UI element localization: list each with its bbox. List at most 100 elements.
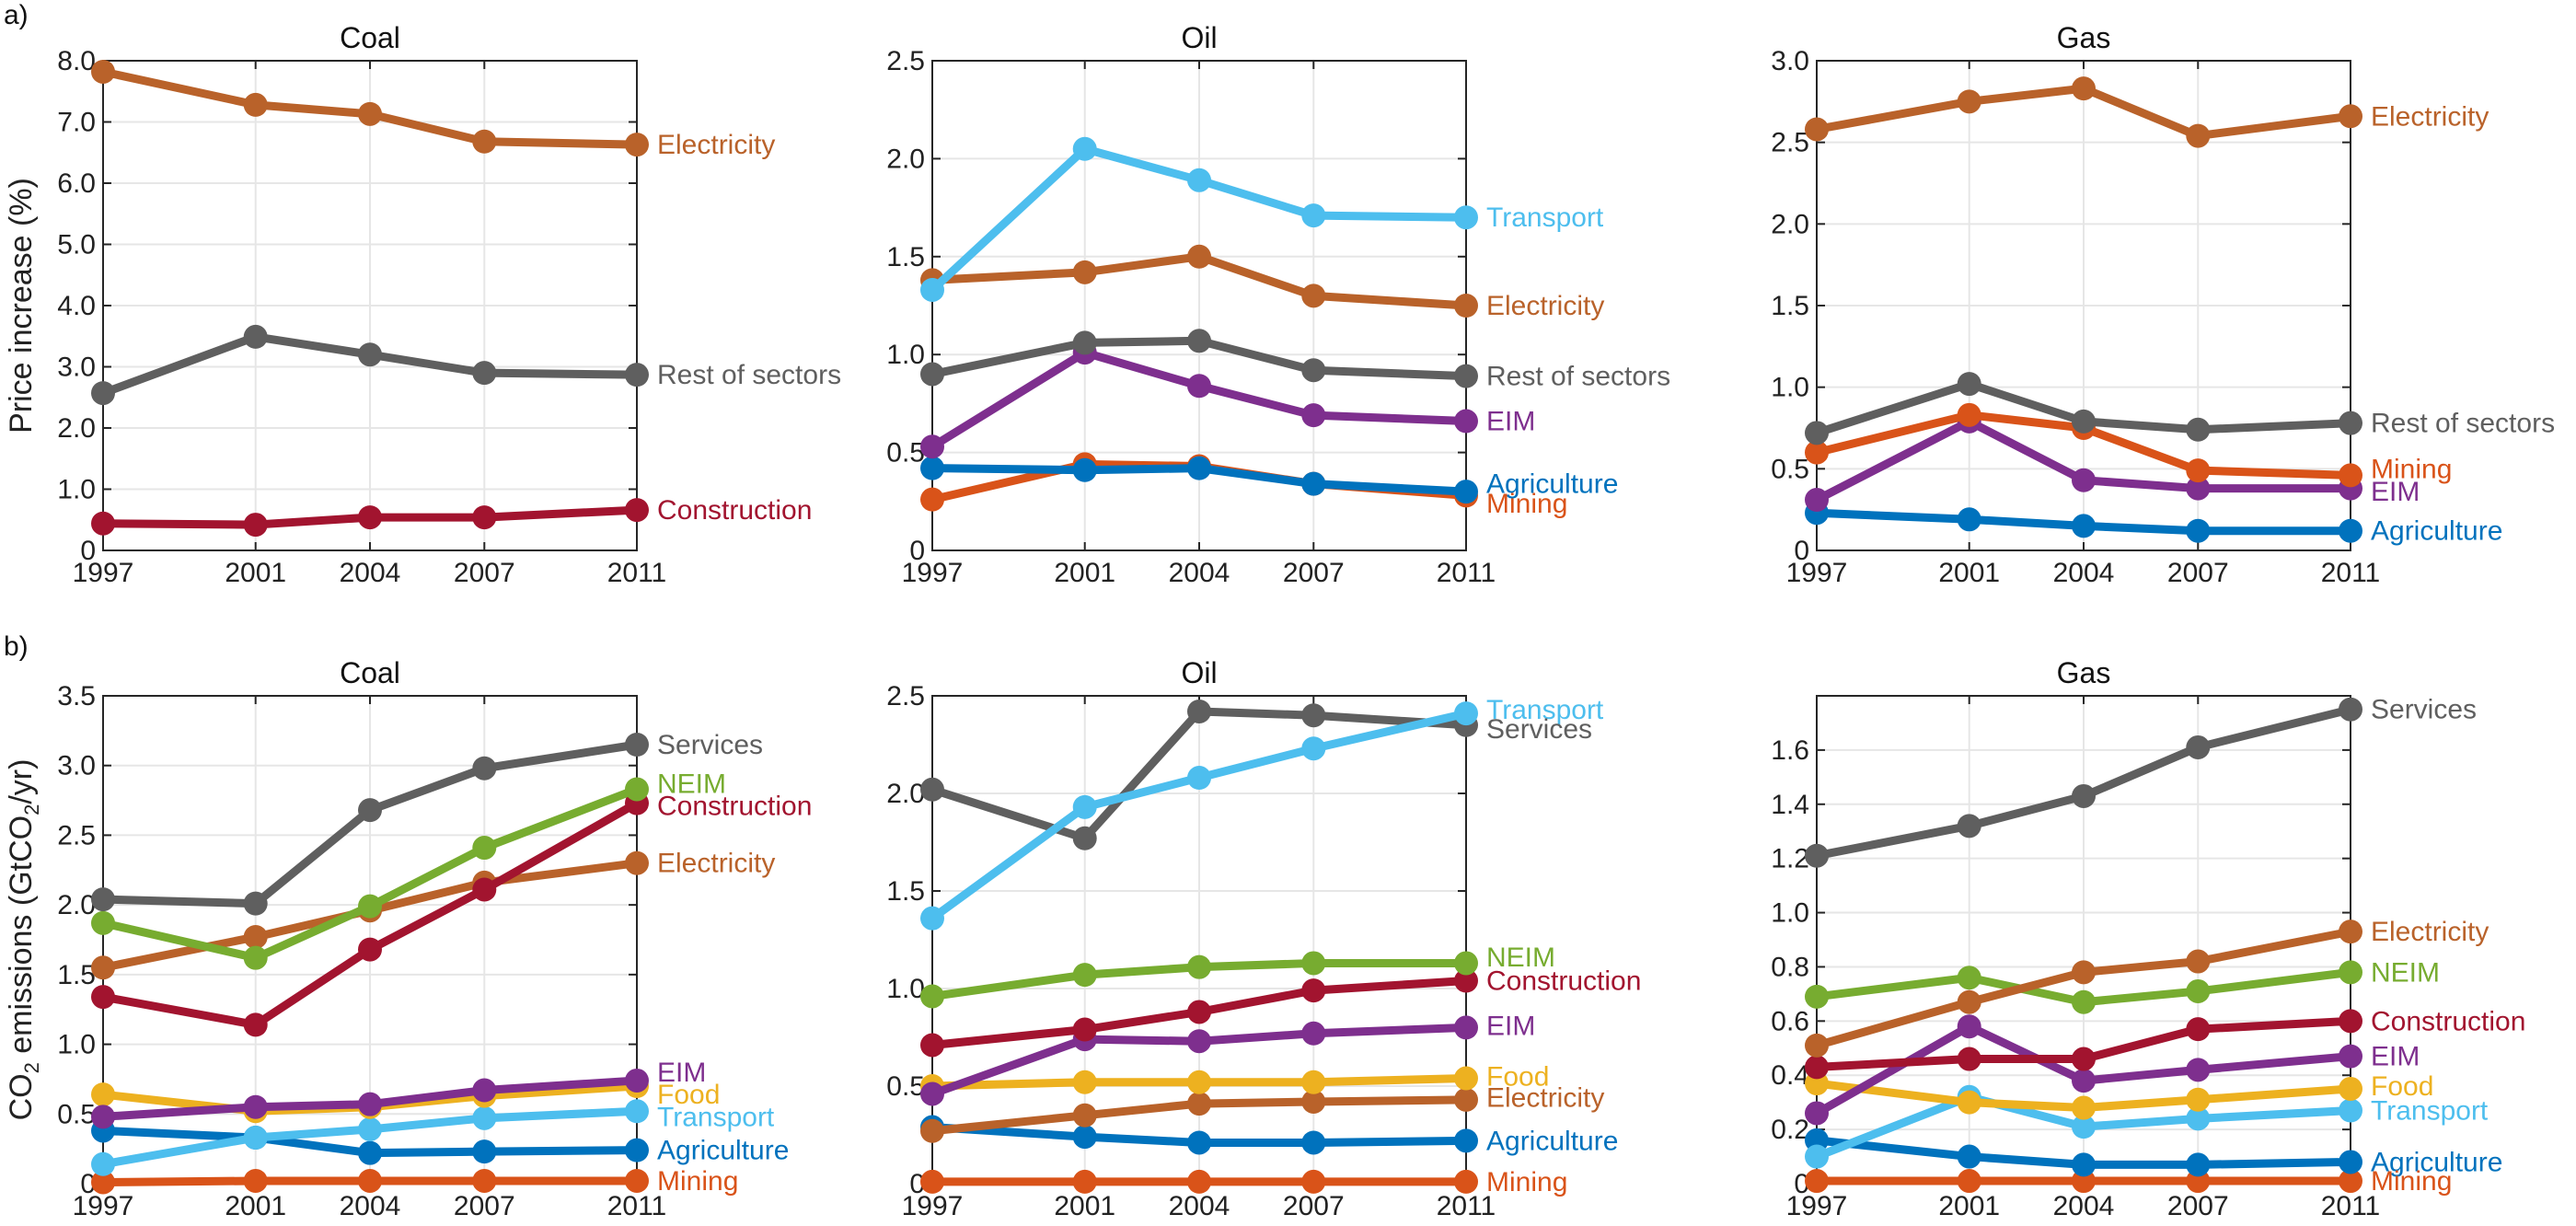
data-point-eim [2072, 1069, 2096, 1093]
data-point-agriculture [1957, 507, 1981, 532]
data-point-eim [920, 1081, 944, 1106]
data-point-eim [1187, 374, 1211, 399]
data-point-mining [472, 1168, 497, 1193]
data-point-electricity [1301, 283, 1326, 308]
chart-title: Gas [2057, 656, 2111, 689]
y-tick-label: 1.5 [886, 876, 925, 907]
panel-b-coal: 1997 2001 2004 2007 2011 0 0.5 1.0 1.5 2.0 2.5 3.0 3… [4, 656, 812, 1221]
data-point-electricity [358, 101, 382, 126]
data-point-services [1301, 703, 1326, 728]
data-point-eim [1301, 403, 1326, 428]
y-tick-label: 1.0 [1771, 898, 1809, 929]
data-point-mining [2339, 463, 2362, 488]
data-point-eim [358, 1092, 382, 1116]
data-point-mining [920, 1169, 944, 1194]
x-tick-label: 2001 [1054, 1191, 1115, 1221]
data-point-construction [2072, 1047, 2096, 1071]
data-point-eim [2072, 468, 2096, 492]
data-point-construction [243, 513, 268, 538]
data-point-transport [2339, 1098, 2362, 1123]
y-tick-label: 1.0 [886, 340, 925, 370]
data-point-neim [91, 910, 115, 935]
y-tick-label: 1.6 [1771, 735, 1809, 766]
data-point-construction [358, 937, 382, 962]
series-label-rest-of-sectors: Rest of sectors [2371, 409, 2555, 439]
x-tick-label: 2011 [607, 1191, 667, 1221]
data-point-neim [1301, 951, 1326, 976]
data-point-transport [920, 277, 944, 302]
data-point-construction [625, 498, 649, 523]
data-point-rest-of-sectors [920, 362, 944, 387]
chart-title: Oil [1181, 21, 1217, 54]
x-tick-label: 2004 [340, 558, 401, 588]
data-point-services [2339, 697, 2362, 722]
data-point-electricity [625, 850, 649, 875]
data-point-rest-of-sectors [472, 361, 497, 386]
data-point-rest-of-sectors [2339, 411, 2362, 435]
y-tick-label: 0 [1794, 536, 1809, 566]
series-label-transport: Transport [657, 1102, 775, 1132]
series-label-electricity: Electricity [2371, 917, 2489, 947]
y-tick-label: 0.5 [1771, 454, 1809, 484]
data-point-food [1187, 1070, 1211, 1094]
data-point-rest-of-sectors [358, 342, 382, 367]
data-point-neim [1454, 951, 1478, 976]
data-point-mining [1072, 1169, 1097, 1194]
x-tick-label: 2001 [1938, 558, 2000, 588]
data-point-services [358, 798, 382, 823]
data-point-agriculture [2186, 1152, 2211, 1177]
data-point-construction [2186, 1017, 2211, 1042]
data-point-agriculture [1072, 457, 1097, 482]
x-tick-label: 2011 [1437, 558, 1496, 588]
data-point-electricity [1454, 1087, 1478, 1112]
y-tick-label: 1.0 [1771, 373, 1809, 403]
data-point-transport [2072, 1115, 2096, 1139]
data-point-neim [2072, 989, 2096, 1014]
y-tick-label: 3.0 [1771, 46, 1809, 76]
y-tick-label: 2.0 [1771, 209, 1809, 239]
data-point-neim [625, 777, 649, 802]
y-tick-label: 0 [80, 536, 96, 566]
series-label-transport: Transport [2371, 1096, 2489, 1127]
data-point-agriculture [358, 1140, 382, 1165]
data-point-neim [2186, 978, 2211, 1003]
data-point-construction [91, 985, 115, 1010]
data-point-transport [2186, 1106, 2211, 1131]
y-tick-label: 1.2 [1771, 844, 1809, 874]
y-tick-label: 0.6 [1771, 1006, 1809, 1036]
x-tick-label: 2011 [2321, 1191, 2381, 1221]
data-point-electricity [1805, 117, 1829, 142]
data-point-mining [358, 1168, 382, 1193]
y-tick-label: 2.5 [57, 820, 96, 850]
data-point-services [1957, 814, 1981, 839]
x-tick-label: 2007 [454, 1191, 515, 1221]
data-point-agriculture [2072, 1152, 2096, 1177]
data-point-transport [1454, 701, 1478, 726]
data-point-construction [472, 877, 497, 902]
series-label-agriculture: Agriculture [1486, 1126, 1618, 1156]
data-point-neim [1805, 984, 1829, 1009]
x-tick-label: 2001 [1054, 558, 1115, 588]
data-point-agriculture [1187, 1130, 1211, 1155]
y-tick-label: 2.5 [886, 681, 925, 711]
y-axis-label: Price increase (%) [4, 178, 39, 434]
data-point-neim [1187, 954, 1211, 979]
data-point-mining [1957, 1169, 1981, 1194]
y-tick-label: 0 [909, 536, 925, 566]
data-point-mining [2339, 1169, 2362, 1194]
series-label-food: Food [2371, 1071, 2433, 1102]
data-point-eim [1805, 1101, 1829, 1126]
series-label-mining: Mining [657, 1166, 738, 1197]
data-point-transport [1805, 1144, 1829, 1169]
data-point-neim [920, 984, 944, 1009]
x-tick-label: 2004 [2053, 558, 2115, 588]
y-tick-label: 1.0 [57, 1030, 96, 1060]
x-tick-label: 2001 [225, 1191, 286, 1221]
data-point-agriculture [1301, 1130, 1326, 1155]
x-tick-label: 2001 [1938, 1191, 2000, 1221]
data-point-eim [2339, 1044, 2362, 1069]
data-point-mining [1454, 1169, 1478, 1194]
data-point-agriculture [625, 1138, 649, 1162]
data-point-agriculture [1454, 480, 1478, 504]
y-tick-label: 2.0 [886, 144, 925, 174]
